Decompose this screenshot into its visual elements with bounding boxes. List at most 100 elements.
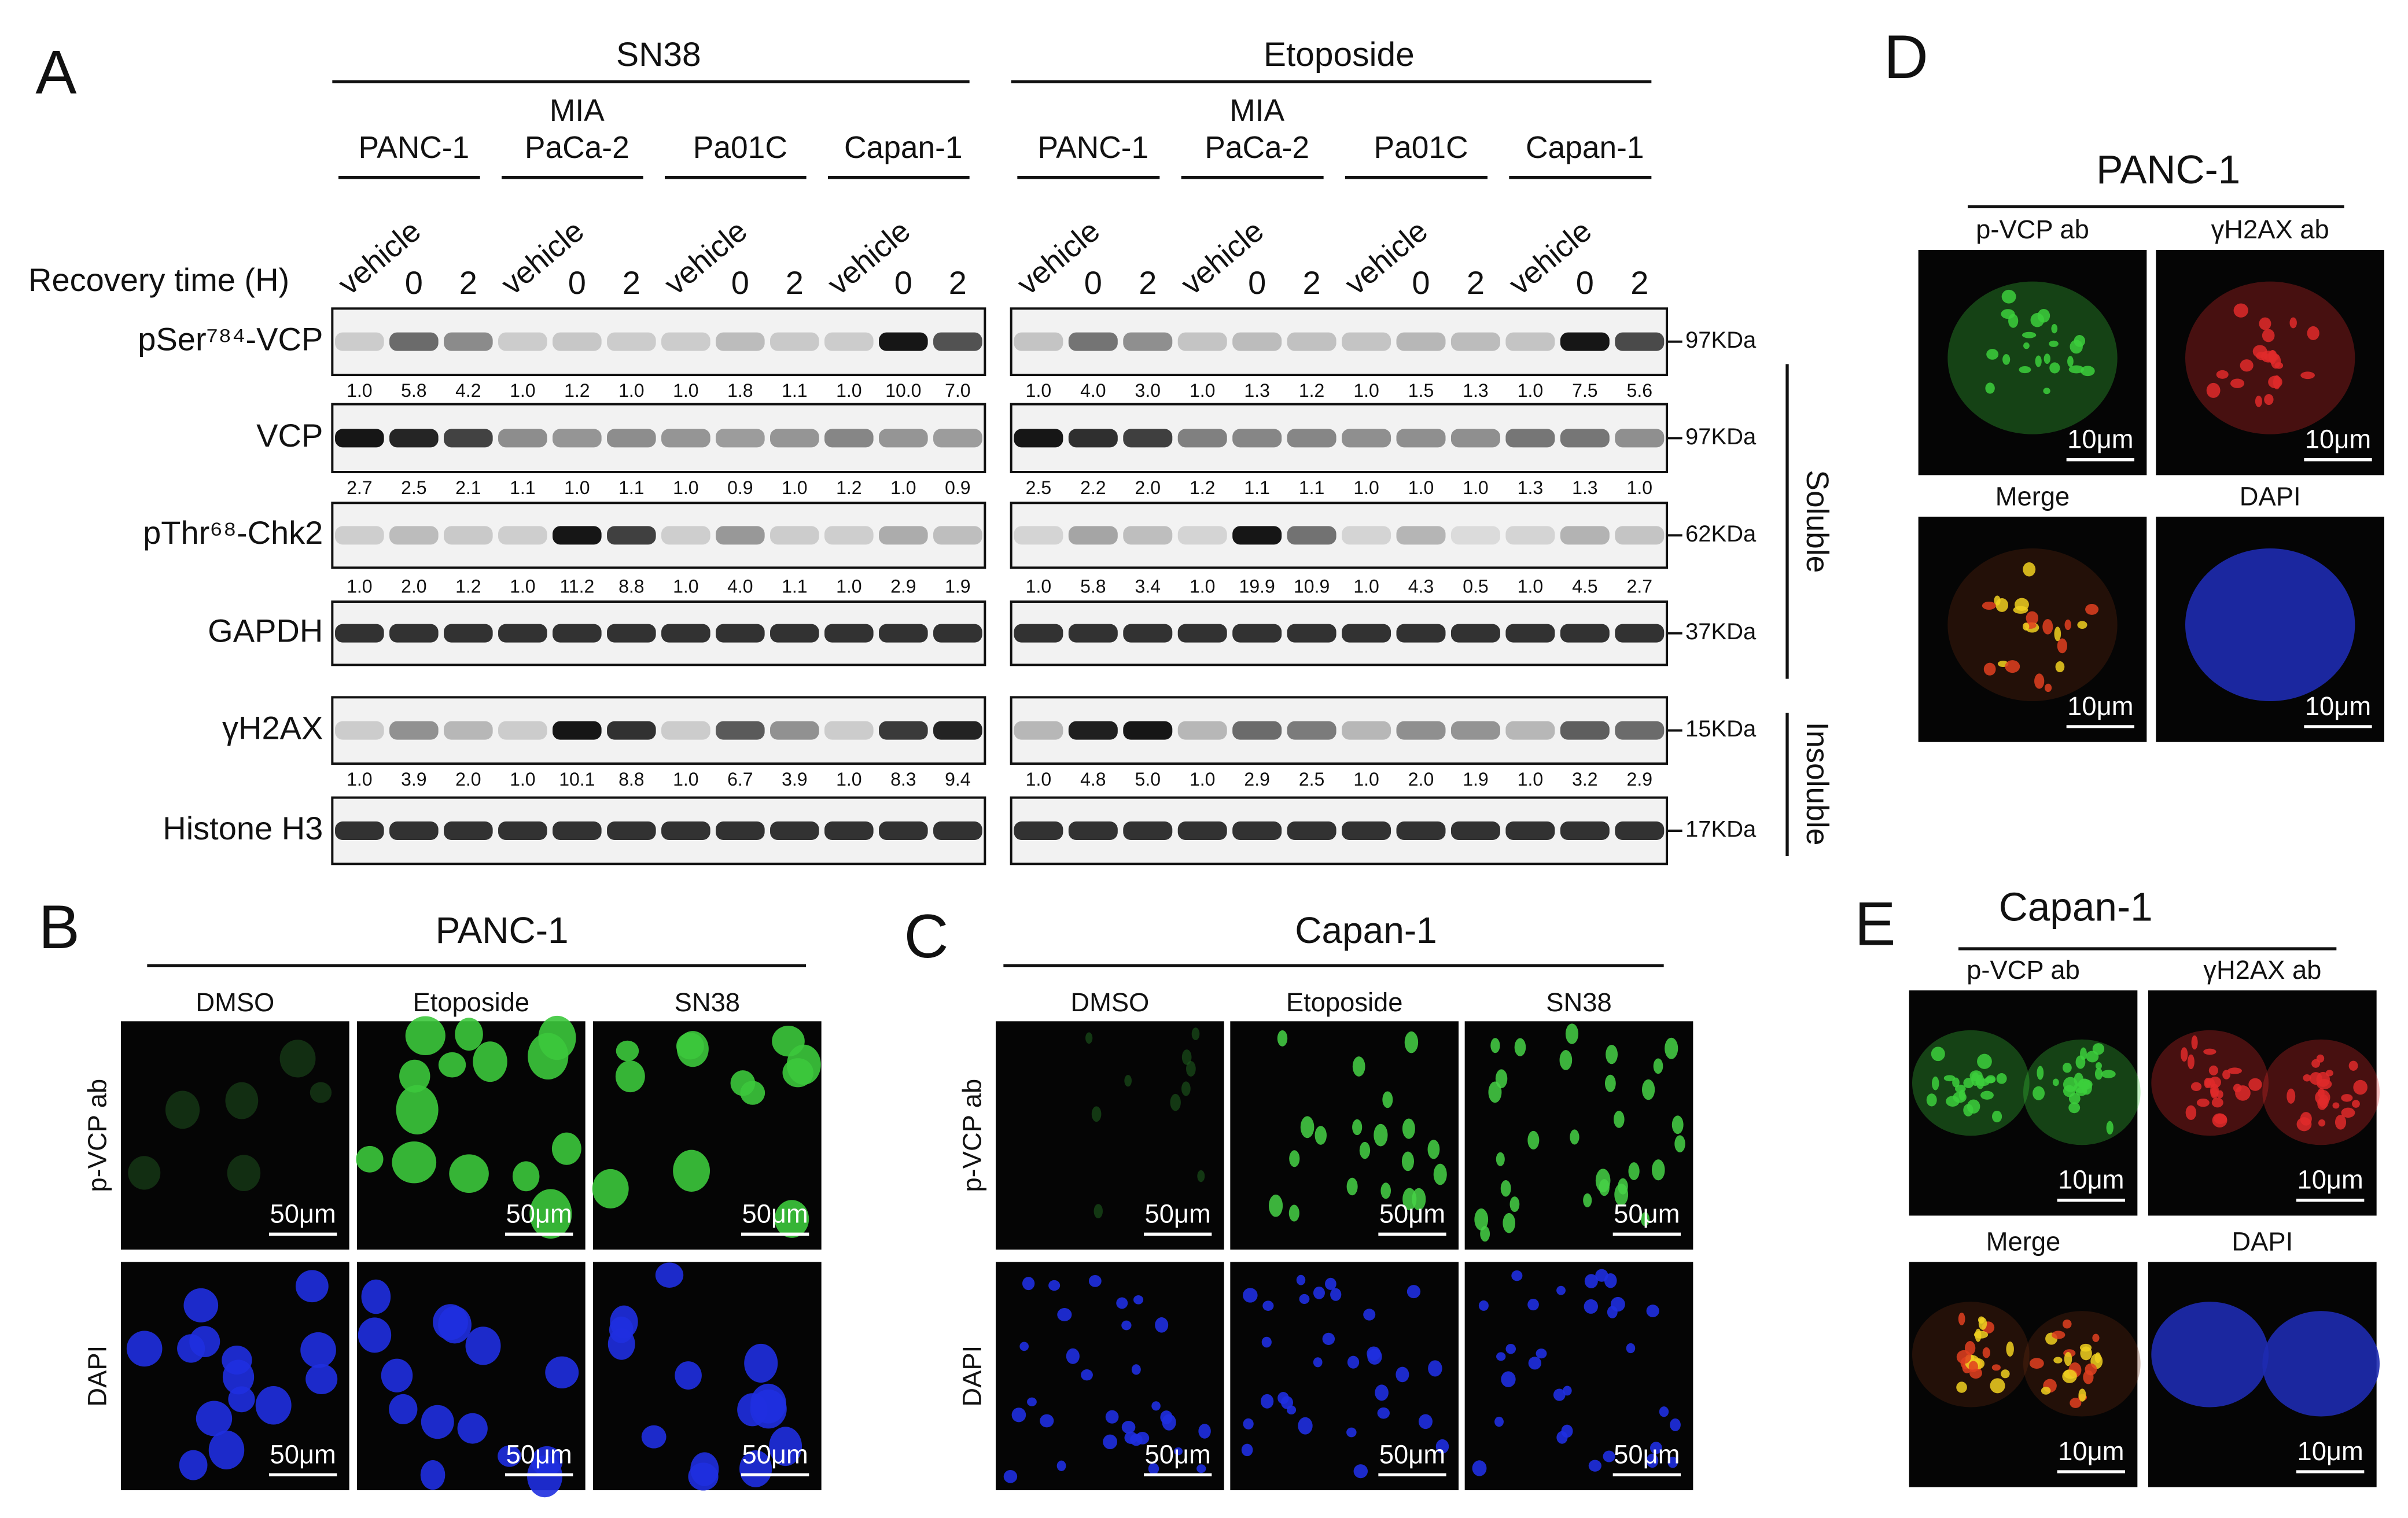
cell <box>2348 1060 2358 1071</box>
cell <box>1604 1273 1617 1288</box>
scale-bar: 10μm <box>2067 425 2133 454</box>
quant-value: 1.1 <box>510 477 535 498</box>
quant-value: 1.1 <box>1244 477 1269 498</box>
quant-value: 3.9 <box>782 769 807 790</box>
cell <box>2264 394 2274 406</box>
cell <box>1093 1204 1103 1219</box>
band <box>824 624 874 643</box>
cell <box>2008 314 2019 328</box>
cell <box>2352 1100 2360 1108</box>
quant-value: 0.9 <box>945 477 970 498</box>
cell <box>512 1161 540 1192</box>
drug-header: Etoposide <box>1264 36 1415 73</box>
band <box>661 721 710 740</box>
cell <box>1653 1058 1663 1074</box>
scale-bar: 10μm <box>2067 691 2133 721</box>
band <box>1615 332 1665 351</box>
quant-value: 4.8 <box>1080 769 1106 790</box>
row-label: p-VCP ab <box>83 1079 112 1192</box>
cell <box>1022 1277 1035 1291</box>
fraction-label: Soluble <box>1800 470 1834 573</box>
quant-value: 1.0 <box>1026 380 1051 401</box>
band <box>498 332 547 351</box>
scale-bar: 50μm <box>270 1439 336 1469</box>
quant-value: 3.9 <box>401 769 426 790</box>
cell <box>179 1450 208 1480</box>
cell <box>2106 1121 2114 1135</box>
band <box>716 332 765 351</box>
cell <box>1472 1460 1487 1476</box>
band <box>607 821 656 840</box>
cell <box>183 1288 219 1322</box>
cell <box>545 1356 579 1389</box>
cell <box>1671 1115 1684 1134</box>
quant-value: 1.0 <box>1353 380 1379 401</box>
quant-value: 1.0 <box>673 477 698 498</box>
cell <box>1412 1188 1426 1211</box>
protein-label: VCP <box>256 417 323 454</box>
band <box>444 821 493 840</box>
protein-label: pThr⁶⁸-Chk2 <box>143 514 323 551</box>
lane-label: 2 <box>1630 264 1648 301</box>
cell <box>1428 1360 1442 1377</box>
image-label: DAPI <box>2240 481 2301 511</box>
cell <box>1056 1460 1066 1471</box>
image-label: Merge <box>1986 1226 2060 1256</box>
cell <box>2019 366 2031 374</box>
band <box>389 526 439 545</box>
band <box>770 332 819 351</box>
cell-line: MIA <box>1229 94 1284 128</box>
cell <box>1995 598 2009 612</box>
cell <box>1347 1355 1360 1369</box>
cell <box>196 1401 233 1436</box>
band <box>1177 721 1227 740</box>
cell <box>1992 1110 2002 1123</box>
cell-line: PANC-1 <box>1038 131 1149 165</box>
cell <box>592 1169 629 1208</box>
band <box>498 429 547 448</box>
cell <box>1990 1378 2005 1394</box>
band <box>1560 624 1610 643</box>
cell <box>676 1032 704 1060</box>
cell-line: PANC-1 <box>359 131 470 165</box>
quant-value: 1.0 <box>564 477 590 498</box>
cell <box>2240 359 2254 372</box>
row-label: p-VCP ab <box>958 1079 987 1192</box>
band <box>879 624 928 643</box>
quant-value: 2.7 <box>1627 576 1652 596</box>
cell <box>356 1145 384 1173</box>
cell <box>2181 1047 2188 1062</box>
cell <box>1243 1288 1258 1303</box>
cell <box>279 1040 316 1078</box>
cell <box>1584 1274 1598 1288</box>
cell <box>1474 1208 1489 1231</box>
cell <box>1651 1159 1665 1181</box>
band <box>716 821 765 840</box>
band <box>1615 624 1665 643</box>
cell <box>607 1328 635 1360</box>
cell <box>2083 1370 2094 1384</box>
cell <box>2030 313 2045 327</box>
cell <box>1559 1050 1573 1070</box>
cell <box>2006 1341 2014 1357</box>
quant-value: 3.4 <box>1135 576 1161 596</box>
band <box>879 721 928 740</box>
cell <box>2081 366 2095 377</box>
cell <box>1527 1130 1540 1149</box>
quant-value: 1.3 <box>1572 477 1597 498</box>
cell <box>2309 1072 2322 1085</box>
cell <box>2055 661 2065 673</box>
quant-value: 2.0 <box>1135 477 1161 498</box>
cell <box>1404 1031 1419 1053</box>
cell <box>2062 1369 2077 1383</box>
cell <box>1298 1417 1313 1435</box>
scale-bar: 50μm <box>1614 1439 1680 1469</box>
quant-value: 2.9 <box>890 576 916 596</box>
quant-value: 1.0 <box>1026 576 1051 596</box>
cell <box>2068 1102 2081 1114</box>
cell <box>1352 1056 1365 1077</box>
column-label: SN38 <box>1546 988 1611 1017</box>
cell <box>455 1018 483 1051</box>
cell <box>1105 1410 1119 1424</box>
cell <box>2052 1331 2065 1339</box>
